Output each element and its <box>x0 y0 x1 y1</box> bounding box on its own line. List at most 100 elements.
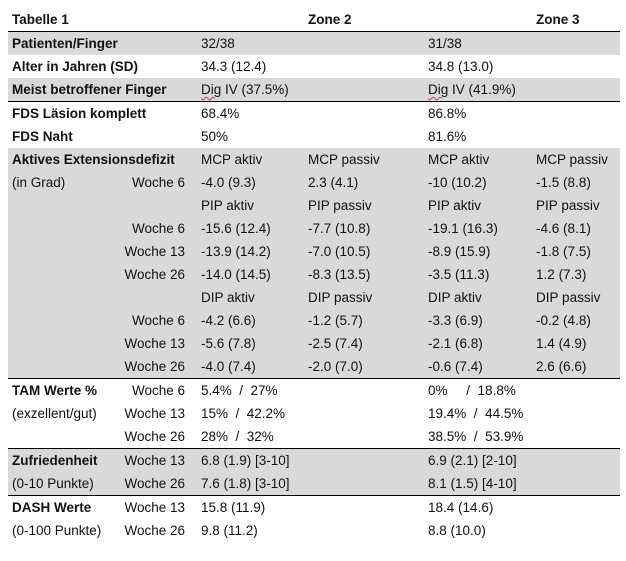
value-zone2: 34.3 (12.4) <box>201 59 267 74</box>
value-cell: -4.6 (8.1) <box>532 217 621 240</box>
zone2-header: Zone 2 <box>304 8 533 32</box>
value-cell: -0.6 (7.4) <box>424 355 533 379</box>
row-label: TAM Werte % <box>8 378 123 402</box>
value-zone3: 38.5% / 53.9% <box>428 429 524 444</box>
value-cell: -1.8 (7.5) <box>532 240 621 263</box>
value-cell: -0.2 (4.8) <box>532 309 621 332</box>
value-cell: 1.4 (4.9) <box>532 332 621 355</box>
value-cell: -8.3 (13.5) <box>304 263 425 286</box>
value-zone3: Dig IV (41.9%) <box>424 78 621 102</box>
value-cell: -1.2 (5.7) <box>304 309 425 332</box>
value-cell: -1.5 (8.8) <box>532 171 621 194</box>
value-cell: -4.0 (9.3) <box>197 171 305 194</box>
col-head: PIP aktiv <box>197 194 305 217</box>
value-text: IV (37.5%) <box>221 82 289 97</box>
satisfaction-row: Zufriedenheit Woche 13 6.8 (1.9) [3-10] … <box>8 448 621 472</box>
value-zone3: 19.4% / 44.5% <box>428 406 524 421</box>
fds-suture-row: FDS Naht 50% 81.6% <box>8 125 620 148</box>
value-cell: -7.0 (10.5) <box>304 240 425 263</box>
tam-row: (exzellent/gut) Woche 13 15% / 42.2% 19.… <box>8 402 620 425</box>
age-row: Alter in Jahren (SD) 34.3 (12.4) 34.8 (1… <box>8 55 620 78</box>
value-cell: 2.3 (4.1) <box>304 171 425 194</box>
value-cell: -3.3 (6.9) <box>424 309 533 332</box>
results-table: Tabelle 1 Zone 2 Zone 3 Patienten/Finger… <box>8 8 621 542</box>
spellcheck-word: Dig <box>428 82 449 97</box>
value-zone2: 68.4% <box>197 101 425 125</box>
dip-row: Woche 6 -4.2 (6.6) -1.2 (5.7) -3.3 (6.9)… <box>8 309 621 332</box>
tam-row: TAM Werte % Woche 6 5.4% / 27% 0% / 18.8… <box>8 378 621 402</box>
col-head: DIP aktiv <box>424 286 533 309</box>
col-head: DIP passiv <box>304 286 425 309</box>
value-zone3: 0% / 18.8% <box>424 378 621 402</box>
value-cell: -3.5 (11.3) <box>424 263 533 286</box>
value-cell: -2.1 (6.8) <box>424 332 533 355</box>
value-zone3: 6.9 (2.1) [2-10] <box>424 448 621 472</box>
value-zone3: 31/38 <box>424 31 621 55</box>
value-cell: -2.0 (7.0) <box>304 355 425 379</box>
col-head: PIP aktiv <box>424 194 533 217</box>
week-label: Woche 13 <box>123 495 197 519</box>
row-sublabel: (0-10 Punkte) <box>8 472 123 496</box>
value-zone3: 86.8% <box>424 101 621 125</box>
row-label: Aktives Extensionsdefizit <box>8 148 197 171</box>
table-title: Tabelle 1 <box>8 8 305 32</box>
col-head: DIP passiv <box>532 286 621 309</box>
value-zone2: Dig IV (37.5%) <box>197 78 425 102</box>
col-head: MCP aktiv <box>424 148 533 171</box>
value-cell: -2.5 (7.4) <box>304 332 425 355</box>
value-cell: -15.6 (12.4) <box>197 217 305 240</box>
value-zone2: 15.8 (11.9) <box>197 495 425 519</box>
satisfaction-row: (0-10 Punkte) Woche 26 7.6 (1.8) [3-10] … <box>8 472 621 496</box>
value-cell: 2.6 (6.6) <box>532 355 621 379</box>
value-zone3: 34.8 (13.0) <box>428 59 494 74</box>
finger-row: Meist betroffener Finger Dig IV (37.5%) … <box>8 78 621 102</box>
pip-header-row: PIP aktiv PIP passiv PIP aktiv PIP passi… <box>8 194 621 217</box>
dip-row: Woche 26 -4.0 (7.4) -2.0 (7.0) -0.6 (7.4… <box>8 355 621 379</box>
spellcheck-word: Dig <box>201 82 222 97</box>
fds-lesion-row: FDS Läsion komplett 68.4% 86.8% <box>8 101 621 125</box>
week-label: Woche 26 <box>123 472 197 496</box>
dash-row: DASH Werte Woche 13 15.8 (11.9) 18.4 (14… <box>8 495 621 519</box>
row-label: Alter in Jahren (SD) <box>12 59 139 74</box>
value-cell: -13.9 (14.2) <box>197 240 305 263</box>
header-row: Tabelle 1 Zone 2 Zone 3 <box>8 8 621 32</box>
dash-row: (0-100 Punkte) Woche 26 9.8 (11.2) 8.8 (… <box>8 519 620 542</box>
mcp-header-row: Aktives Extensionsdefizit MCP aktiv MCP … <box>8 148 621 171</box>
dip-row: Woche 13 -5.6 (7.8) -2.5 (7.4) -2.1 (6.8… <box>8 332 621 355</box>
dip-header-row: DIP aktiv DIP passiv DIP aktiv DIP passi… <box>8 286 621 309</box>
row-label: FDS Läsion komplett <box>8 101 197 125</box>
week-label: Woche 26 <box>123 355 197 379</box>
value-zone3: 8.1 (1.5) [4-10] <box>424 472 621 496</box>
value-cell: -4.0 (7.4) <box>197 355 305 379</box>
value-zone3: 81.6% <box>428 129 467 144</box>
week-label: Woche 13 <box>124 406 185 421</box>
value-zone2: 6.8 (1.9) [3-10] <box>197 448 425 472</box>
row-label: Zufriedenheit <box>8 448 123 472</box>
week-label: Woche 6 <box>123 378 197 402</box>
col-head: PIP passiv <box>532 194 621 217</box>
value-cell: -8.9 (15.9) <box>424 240 533 263</box>
value-zone3: 18.4 (14.6) <box>424 495 621 519</box>
week-label: Woche 6 <box>123 309 197 332</box>
pip-row: Woche 26 -14.0 (14.5) -8.3 (13.5) -3.5 (… <box>8 263 621 286</box>
pip-row: Woche 13 -13.9 (14.2) -7.0 (10.5) -8.9 (… <box>8 240 621 263</box>
value-zone2: 28% / 32% <box>201 429 274 444</box>
row-sublabel: (0-100 Punkte) <box>12 523 102 538</box>
value-cell: -14.0 (14.5) <box>197 263 305 286</box>
value-zone3: 8.8 (10.0) <box>428 523 486 538</box>
zone3-header: Zone 3 <box>532 8 621 32</box>
value-cell: -19.1 (16.3) <box>424 217 533 240</box>
value-zone2: 5.4% / 27% <box>197 378 425 402</box>
week-label: Woche 13 <box>123 448 197 472</box>
value-cell: -4.2 (6.6) <box>197 309 305 332</box>
row-sublabel: (exzellent/gut) <box>12 406 97 421</box>
week-label: Woche 26 <box>124 523 185 538</box>
row-label: DASH Werte <box>8 495 123 519</box>
col-head: DIP aktiv <box>197 286 305 309</box>
week-label: Woche 13 <box>123 240 197 263</box>
week-label: Woche 26 <box>123 263 197 286</box>
value-zone2: 7.6 (1.8) [3-10] <box>197 472 425 496</box>
value-cell: -7.7 (10.8) <box>304 217 425 240</box>
col-head: MCP passiv <box>304 148 425 171</box>
value-cell: -10 (10.2) <box>424 171 533 194</box>
